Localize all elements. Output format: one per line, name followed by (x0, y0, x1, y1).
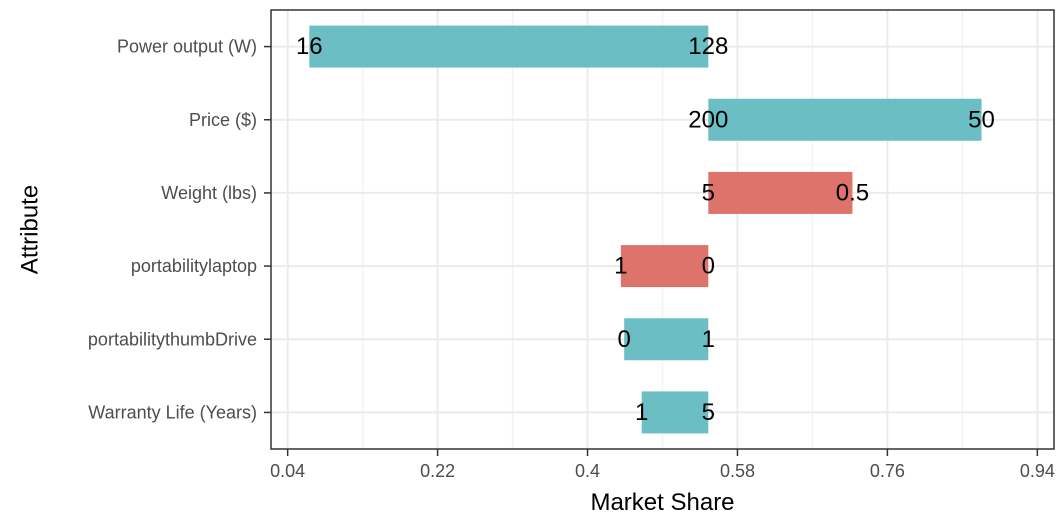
bar (309, 25, 709, 68)
x-tick-label: 0.76 (870, 461, 905, 481)
grid-layer (271, 10, 1054, 449)
bar-high-label: 0 (702, 253, 715, 280)
axes-layer: 0.04 0.22 0.4 0.58 0.76 0.94 Power output (W) P… (88, 9, 1055, 481)
bar (641, 391, 709, 434)
bar-high-label: 50 (968, 106, 995, 133)
bar-high-label: 0.5 (836, 179, 869, 206)
y-tick-label: Price ($) (189, 110, 257, 130)
bar (620, 245, 709, 288)
plot-border (270, 9, 1055, 450)
y-axis-title: Attribute (17, 185, 44, 274)
bar (708, 171, 853, 214)
y-tick-label: portabilitythumbDrive (88, 329, 257, 349)
bar-labels-layer: 16 128 200 50 5 0.5 1 0 0 1 1 5 (296, 33, 995, 426)
bar-low-label: 200 (688, 106, 728, 133)
x-axis-title: Market Share (590, 489, 734, 516)
bar (708, 98, 982, 141)
x-tick-label: 0.04 (270, 461, 305, 481)
bar-high-label: 5 (702, 399, 715, 426)
x-tick-label: 0.94 (1020, 461, 1055, 481)
bars-layer (309, 25, 982, 434)
x-tick-label: 0.22 (420, 461, 455, 481)
bar-low-label: 5 (702, 179, 715, 206)
bar-low-label: 1 (635, 399, 648, 426)
x-tick-label: 0.4 (575, 461, 600, 481)
bar-low-label: 1 (614, 253, 627, 280)
bar (624, 318, 709, 361)
bar-low-label: 0 (618, 326, 631, 353)
x-tick-label: 0.58 (720, 461, 755, 481)
bar-high-label: 1 (702, 326, 715, 353)
y-tick-label: Weight (lbs) (161, 183, 257, 203)
y-tick-label: Warranty Life (Years) (88, 402, 257, 422)
bar-high-label: 128 (688, 33, 728, 60)
y-tick-label: Power output (W) (117, 37, 257, 57)
bar-low-label: 16 (296, 33, 323, 60)
y-tick-label: portabilitylaptop (131, 256, 257, 276)
